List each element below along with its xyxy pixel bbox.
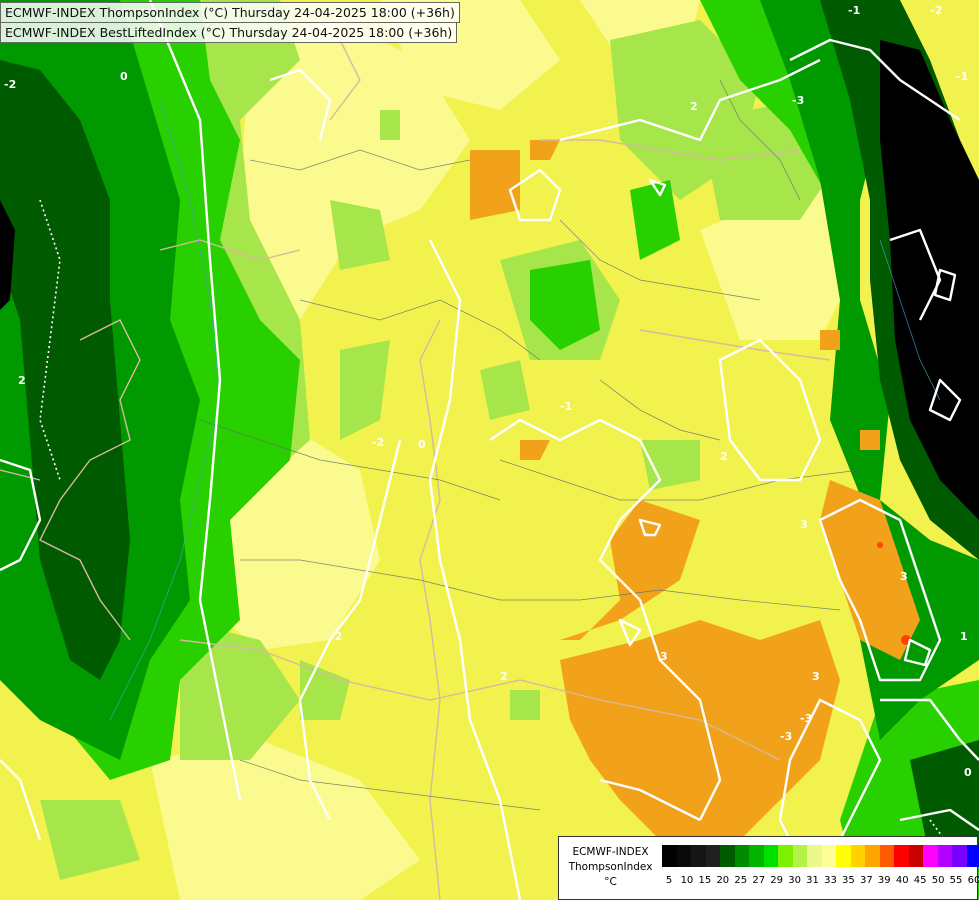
- legend-swatch: [850, 845, 865, 867]
- contour-label: -1: [956, 70, 968, 83]
- orange-areas: [470, 140, 920, 860]
- legend-swatch: [720, 845, 735, 867]
- legend-swatch: [923, 845, 938, 867]
- legend-unit: °C: [604, 876, 617, 888]
- legend-tick-label: 60: [967, 875, 979, 886]
- pale-yellow-areas: [150, 0, 860, 900]
- legend-tick-label: 55: [949, 875, 963, 886]
- contour-label: 0: [964, 766, 972, 779]
- contour-label: -1: [848, 4, 860, 17]
- color-legend: ECMWF-INDEX ThompsonIndex °C 5 10 15 20 25 27…: [558, 836, 979, 900]
- legend-swatch: [792, 845, 807, 867]
- legend-tick-label: 50: [931, 875, 945, 886]
- map-title-primary: ECMWF-INDEX ThompsonIndex (°C) Thursday …: [0, 2, 460, 23]
- legend-tick-labels: 5 10 15 20 25 27 29 30 31 33 35 37 39 40 45 50 55 60: [662, 875, 979, 889]
- legend-tick-label: 35: [842, 875, 855, 886]
- contour-label: -3: [792, 94, 804, 107]
- contour-label: 3: [812, 670, 820, 683]
- legend-tick-label: 39: [877, 875, 891, 886]
- contour-label: 1: [960, 630, 968, 643]
- legend-tick-label: 10: [680, 875, 694, 886]
- country-borders: [0, 19, 831, 900]
- legend-tick-label: 29: [770, 875, 784, 886]
- legend-tick-label: 40: [895, 875, 909, 886]
- legend-swatch: [966, 845, 979, 867]
- legend-tick-label: 25: [734, 875, 748, 886]
- contour-label: -2: [372, 436, 384, 449]
- map-title-secondary: ECMWF-INDEX BestLiftedIndex (°C) Thursda…: [0, 22, 458, 43]
- region-borders: [199, 79, 861, 811]
- legend-tick-label: 30: [788, 875, 801, 886]
- legend-tick-label: 27: [752, 875, 766, 886]
- contour-label: 2: [720, 450, 728, 463]
- legend-swatch: [763, 845, 778, 867]
- rivers: [109, 99, 941, 721]
- legend-tick-label: 45: [913, 875, 927, 886]
- legend-tick-label: 31: [806, 875, 819, 886]
- contour-label: 3: [900, 570, 908, 583]
- legend-swatch: [705, 845, 720, 867]
- legend-swatch: [676, 845, 691, 867]
- legend-swatch: [879, 845, 894, 867]
- legend-swatch: [778, 845, 793, 867]
- contour-label: -1: [560, 400, 572, 413]
- legend-tick-label: 15: [698, 875, 712, 886]
- legend-swatch: [952, 845, 967, 867]
- legend-tick-label: 33: [824, 875, 837, 886]
- contour-label: -3: [800, 712, 812, 725]
- legend-swatch: [821, 845, 836, 867]
- legend-swatch: [908, 845, 923, 867]
- contour-label: 2: [500, 670, 508, 683]
- contour-label: -2: [330, 630, 342, 643]
- contour-label: 3: [660, 650, 668, 663]
- legend-tick-label: 5: [665, 875, 673, 886]
- legend-swatch: [894, 845, 909, 867]
- contour-value-labels: 0 -2 2 -3 -1 2 3 -2 0 -1 -1 -2 2 3 3 -3 …: [4, 4, 972, 779]
- legend-color-bar: [662, 845, 979, 867]
- legend-parameter: ThompsonIndex: [568, 861, 653, 873]
- legend-model: ECMWF-INDEX: [572, 846, 649, 858]
- contour-label: 0: [418, 438, 426, 451]
- legend-swatch: [937, 845, 952, 867]
- legend-swatch: [807, 845, 822, 867]
- contour-label: -2: [4, 78, 16, 91]
- legend-swatch: [734, 845, 749, 867]
- contour-label: 2: [18, 374, 26, 387]
- contour-label: 3: [800, 518, 808, 531]
- legend-swatch: [865, 845, 880, 867]
- legend-swatch: [662, 845, 677, 867]
- contour-label: 2: [690, 100, 698, 113]
- contour-label: -3: [780, 730, 792, 743]
- legend-tick-label: 20: [716, 875, 730, 886]
- legend-title: ECMWF-INDEX ThompsonIndex °C: [563, 845, 658, 890]
- legend-swatch: [749, 845, 764, 867]
- legend-swatch: [836, 845, 851, 867]
- legend-tick-label: 37: [859, 875, 873, 886]
- contour-label: 0: [120, 70, 128, 83]
- legend-swatch: [691, 845, 706, 867]
- black-areas: [0, 40, 979, 520]
- contour-label: -2: [930, 4, 942, 17]
